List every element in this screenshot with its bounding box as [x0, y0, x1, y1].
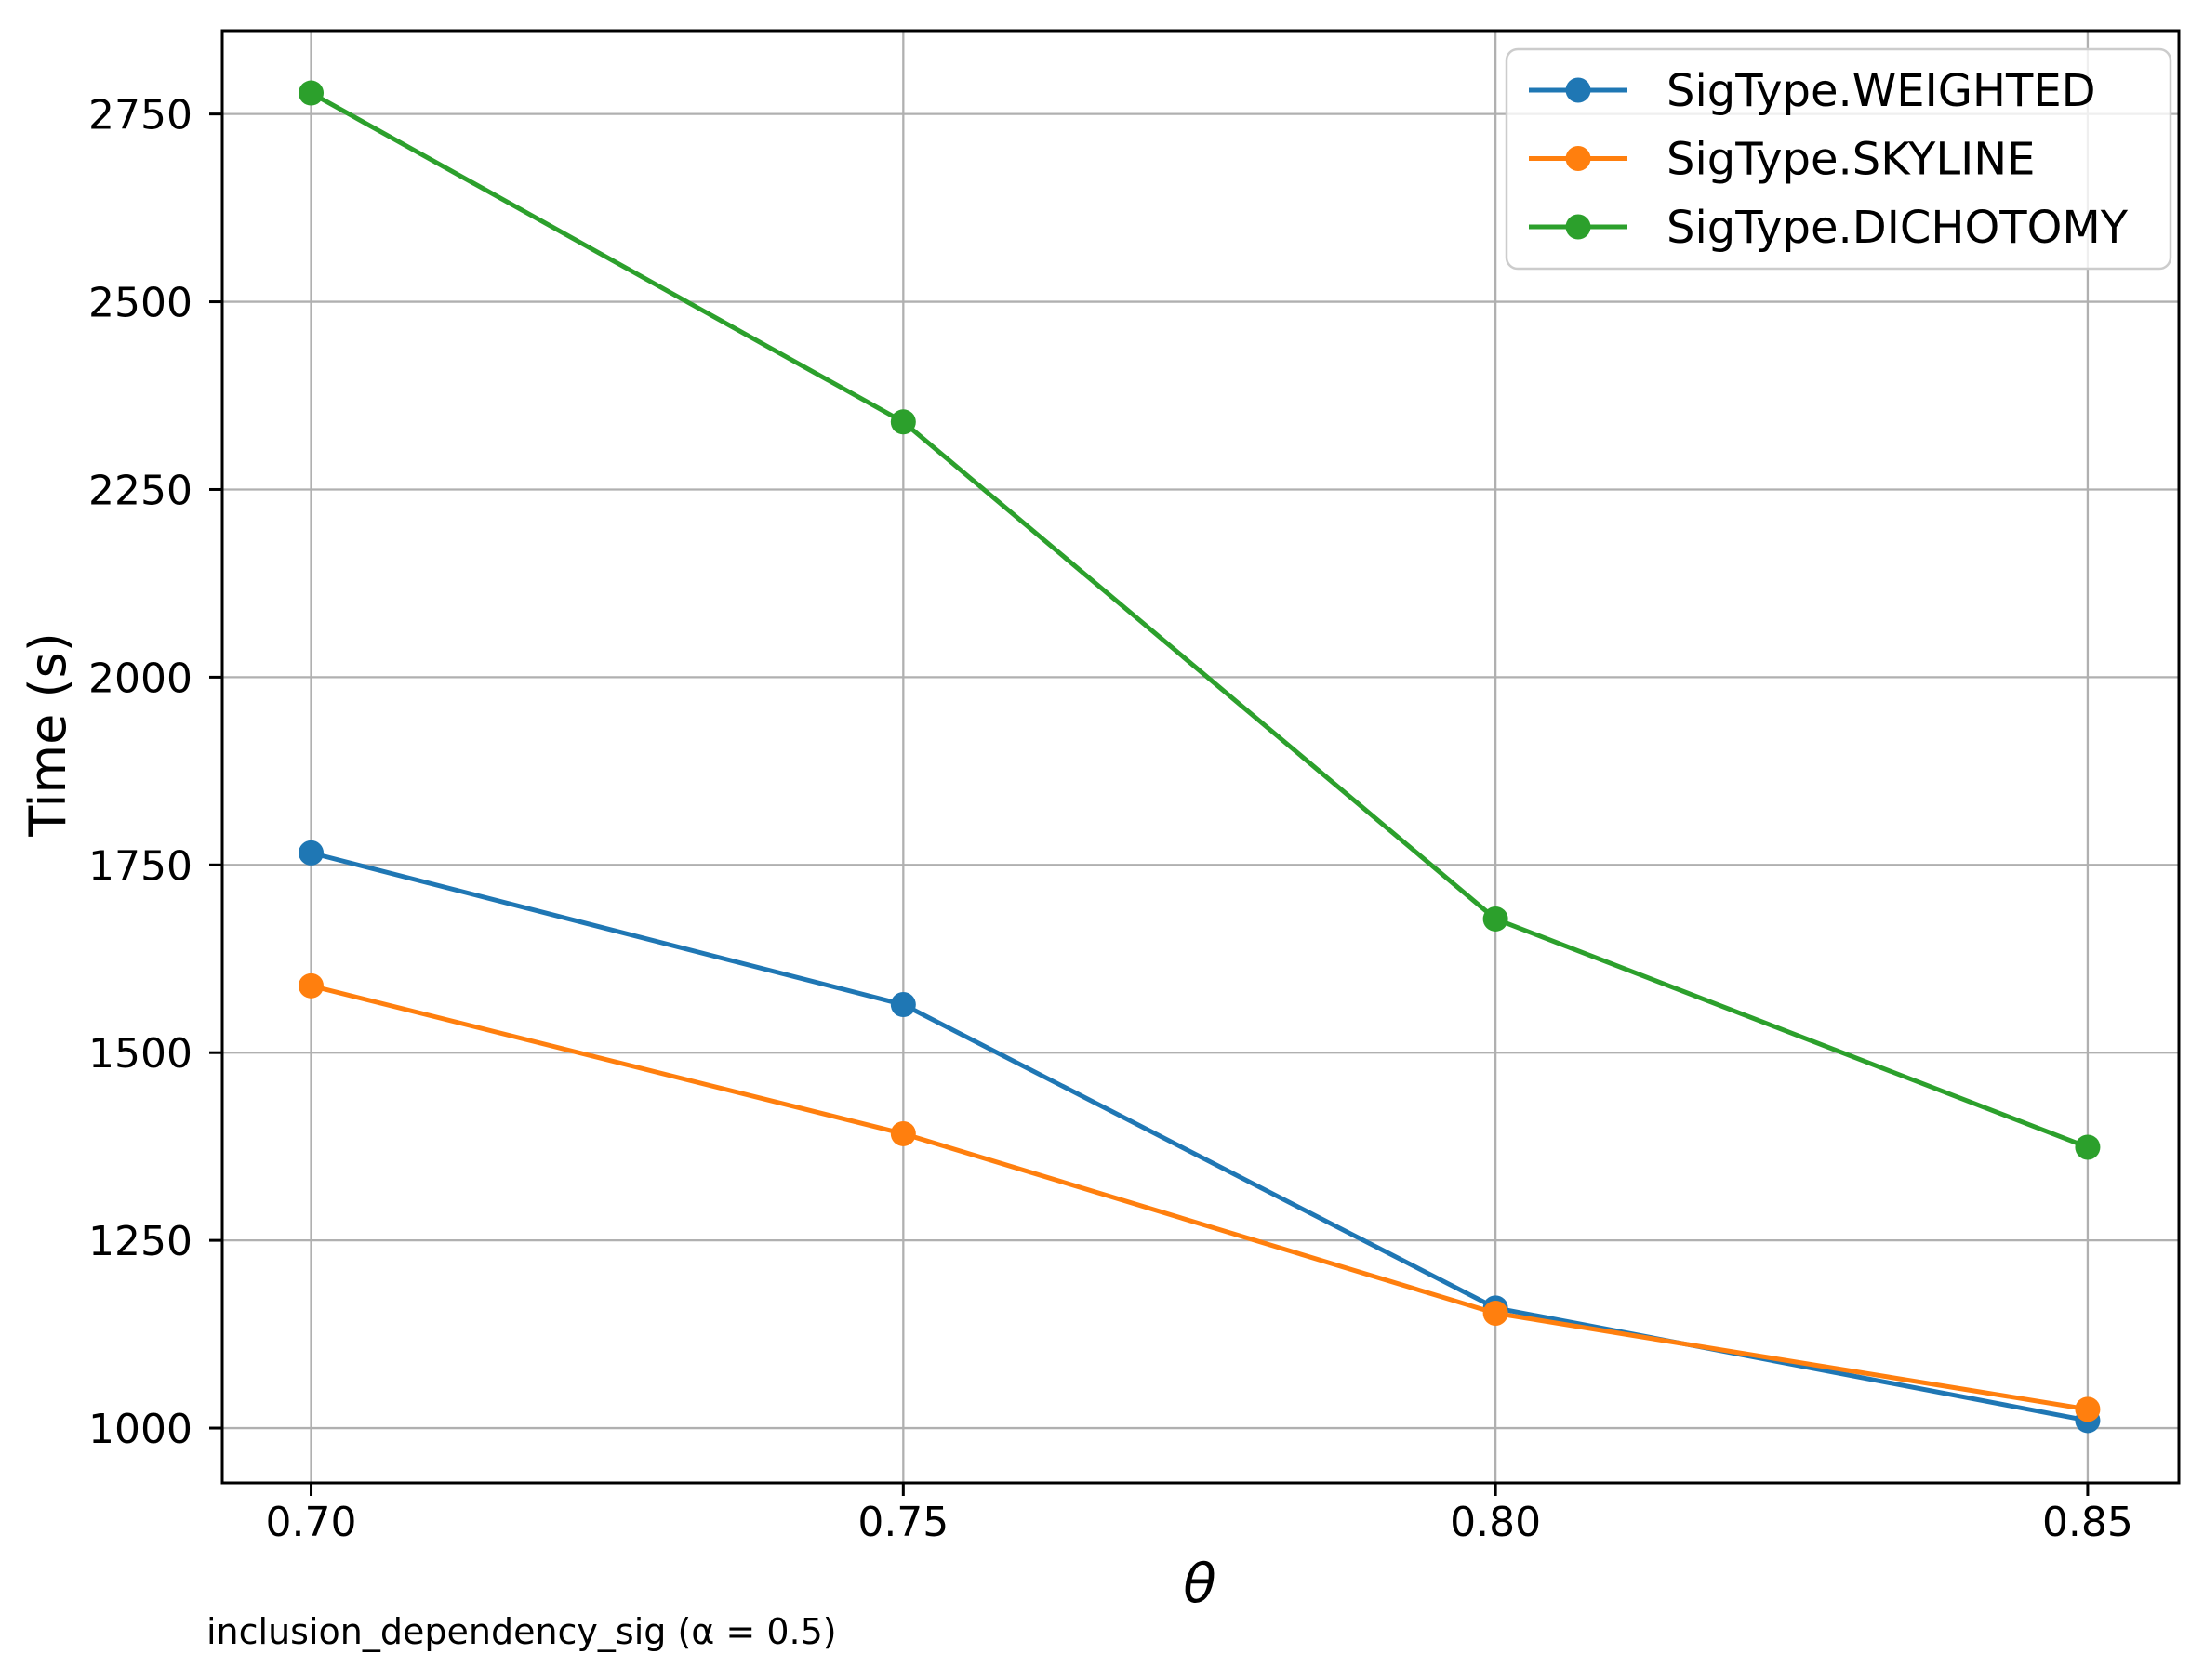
figure-caption: inclusion_dependency_sig (α = 0.5): [206, 1611, 837, 1652]
legend-entry: SigType.DICHOTOMY: [1529, 202, 2129, 254]
legend-marker: [1565, 146, 1591, 171]
x-tick-label: 0.80: [1450, 1499, 1541, 1546]
legend-label: SigType.WEIGHTED: [1666, 65, 2096, 117]
plot-border: [220, 29, 2181, 1485]
series-line: [309, 983, 2091, 1412]
y-tick-label: 2000: [88, 655, 193, 702]
legend-box: [1505, 47, 2172, 271]
data-point: [2075, 1134, 2101, 1160]
x-tick-label: 0.70: [266, 1499, 357, 1546]
data-point: [890, 409, 916, 435]
y-tick-label: 1750: [88, 842, 193, 890]
legend-entry: SigType.SKYLINE: [1529, 134, 2035, 186]
x-axis-label: θ: [1183, 1552, 1216, 1615]
series-sigtype-weighted: [299, 840, 2101, 1434]
y-axis-label: Time (s): [19, 632, 77, 837]
legend-label: SigType.DICHOTOMY: [1666, 202, 2129, 254]
y-tick-label: 1500: [88, 1030, 193, 1078]
y-tick-label: 1000: [88, 1406, 193, 1453]
data-point: [2075, 1396, 2101, 1422]
series-sigtype-skyline: [299, 972, 2101, 1422]
data-point: [299, 840, 325, 866]
data-point: [299, 80, 325, 106]
y-tick-label: 1250: [88, 1218, 193, 1265]
data-point: [1482, 1300, 1508, 1326]
legend-entry: SigType.WEIGHTED: [1529, 65, 2096, 117]
legend-label: SigType.SKYLINE: [1666, 134, 2035, 186]
legend: SigType.WEIGHTED SigType.SKYLINE SigType.D…: [1505, 47, 2172, 271]
y-tick-label: 2250: [88, 467, 193, 514]
y-tick-label: 2750: [88, 92, 193, 139]
data-point: [890, 992, 916, 1018]
series-line: [309, 90, 2091, 1150]
legend-marker: [1565, 214, 1591, 240]
gridlines: [222, 31, 2179, 1483]
series-group: [299, 80, 2101, 1434]
series-sigtype-dichotomy: [299, 80, 2101, 1160]
data-point: [1482, 906, 1508, 932]
legend-marker: [1565, 77, 1591, 103]
data-point: [890, 1120, 916, 1146]
x-axis-ticks: 0.70 0.75 0.80 0.85: [266, 1483, 2133, 1546]
x-tick-label: 0.85: [2042, 1499, 2133, 1546]
data-point: [299, 972, 325, 999]
y-tick-label: 2500: [88, 280, 193, 327]
series-line: [309, 850, 2091, 1423]
x-tick-label: 0.75: [857, 1499, 949, 1546]
y-axis-ticks: 1000 1250 1500 1750 2000 2250 2500 2750: [88, 92, 222, 1453]
